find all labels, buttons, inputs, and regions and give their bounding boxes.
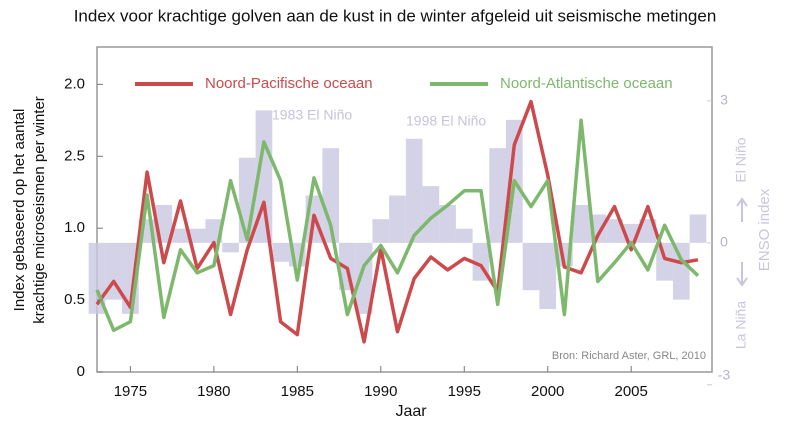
enso-bar [372, 219, 390, 243]
enso-bar [272, 242, 289, 262]
enso-bar [222, 242, 239, 253]
enso-bar [656, 242, 673, 281]
y-tick-label: 0 [77, 363, 85, 380]
x-tick-label: 1995 [448, 383, 481, 400]
y2-tick-label: -3 [718, 367, 731, 383]
enso-bar [539, 242, 557, 310]
y-tick-label: 1.0 [64, 219, 85, 236]
enso-bar [405, 138, 423, 243]
x-tick-label: 2000 [531, 383, 564, 400]
la-nina-label: La Niña [733, 301, 749, 349]
enso-bar [522, 242, 540, 291]
x-tick-label: 1975 [114, 383, 147, 400]
annotation: 1998 El Niño [406, 113, 486, 129]
enso-bar [422, 186, 440, 243]
source-note: Bron: Richard Aster, GRL, 2010 [552, 350, 706, 362]
x-tick-label: 1990 [364, 383, 397, 400]
y2-axis-label: ENSO index [756, 188, 773, 271]
y2-tick-label: 3 [720, 92, 728, 108]
chart-title: Index voor krachtige golven aan de kust … [74, 6, 717, 25]
x-axis-label: Jaar [395, 403, 427, 420]
enso-bar [606, 219, 623, 243]
y-tick-label: 2.0 [64, 75, 85, 92]
enso-bar [389, 195, 406, 243]
enso-arrows [736, 197, 748, 287]
line [95, 99, 699, 344]
enso-bar [455, 228, 473, 243]
y-axis-label: Index gebaseerd op het aantal [11, 109, 28, 312]
enso-bar [172, 228, 189, 243]
plot-frame [96, 46, 713, 373]
x-tick-label: 2005 [615, 383, 648, 400]
enso-bar [672, 242, 690, 300]
line [95, 118, 700, 333]
y-tick-label: 0.5 [64, 291, 85, 308]
legend-label: Noord-Atlantische oceaan [500, 75, 673, 92]
x-tick-label: 1985 [281, 383, 314, 400]
enso-bar [439, 205, 456, 243]
el-nino-label: El Niño [733, 137, 749, 182]
x-tick-label: 1980 [197, 383, 230, 400]
annotation: 1983 El Niño [272, 107, 352, 123]
enso-bar [188, 228, 206, 243]
y-axis-label: krachtige microseismen per winter [31, 96, 48, 324]
enso-bar [489, 148, 506, 243]
y2-tick-label: 0 [720, 234, 728, 250]
enso-bar [322, 148, 340, 243]
legend-label: Noord-Pacifische oceaan [205, 75, 373, 92]
y-tick-label: 2.5 [64, 147, 85, 164]
enso-bar [689, 214, 707, 243]
enso-bar [572, 205, 590, 243]
